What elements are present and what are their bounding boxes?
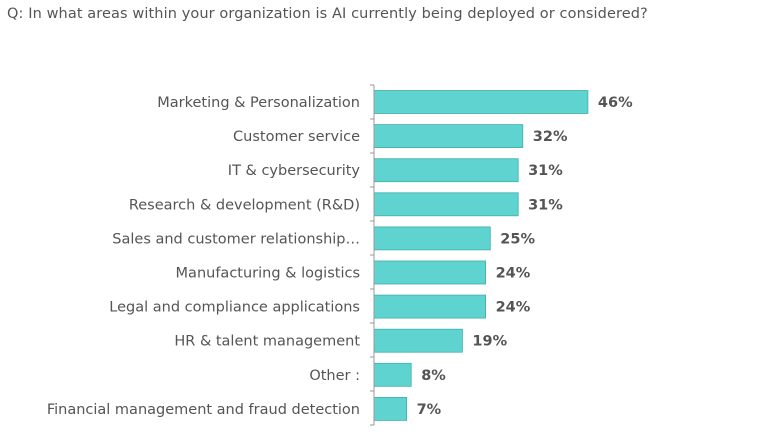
bar-6	[373, 294, 486, 319]
question-text: Q: In what areas within your organizatio…	[7, 6, 648, 22]
y-axis-ticks-group	[370, 84, 374, 426]
bar-9	[373, 396, 407, 421]
value-label-6: 24%	[496, 300, 531, 316]
value-label-2: 31%	[528, 163, 563, 179]
category-label-2: IT & cybersecurity	[228, 163, 361, 179]
bar-3	[373, 192, 519, 217]
bar-2	[373, 158, 519, 183]
category-label-9: Financial management and fraud detection	[47, 402, 360, 418]
value-label-9: 7%	[417, 402, 442, 418]
value-label-4: 25%	[500, 231, 535, 247]
category-label-5: Manufacturing & logistics	[176, 266, 360, 282]
category-label-3: Research & development (R&D)	[129, 197, 360, 213]
bar-8	[373, 362, 412, 387]
bar-7	[373, 328, 463, 353]
category-label-4: Sales and customer relationship…	[112, 231, 360, 247]
category-labels-group: Marketing & Personalization Customer serv…	[47, 95, 361, 418]
value-label-7: 19%	[472, 334, 507, 350]
value-label-8: 8%	[421, 368, 446, 384]
category-label-7: HR & talent management	[174, 334, 360, 350]
category-label-0: Marketing & Personalization	[157, 95, 360, 111]
bar-4	[373, 226, 491, 251]
category-label-1: Customer service	[233, 129, 360, 145]
value-label-5: 24%	[496, 266, 531, 282]
category-label-6: Legal and compliance applications	[109, 300, 360, 316]
value-labels-group: 46% 32% 31% 31% 25% 24% 24% 19% 8% 7%	[417, 95, 633, 418]
value-label-0: 46%	[598, 95, 633, 111]
bar-0	[373, 90, 589, 114]
bar-1	[373, 124, 524, 148]
value-label-3: 31%	[528, 197, 563, 213]
value-label-1: 32%	[533, 129, 568, 145]
category-label-8: Other :	[309, 368, 360, 384]
bar-5	[373, 260, 486, 285]
